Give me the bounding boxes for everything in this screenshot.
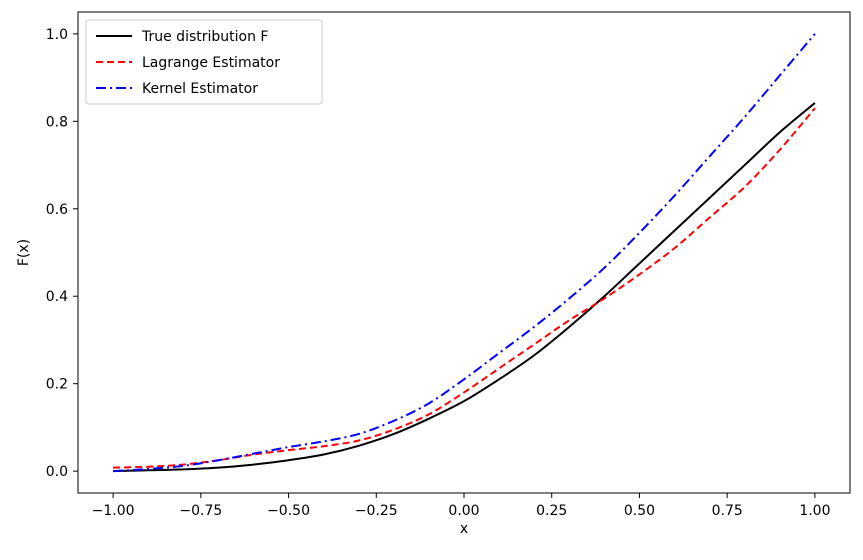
series-line-1 xyxy=(113,107,816,469)
y-tick-label: 0.0 xyxy=(46,464,68,480)
x-tick-label: 0.50 xyxy=(624,503,655,519)
x-tick-label: 0.25 xyxy=(536,503,567,519)
x-tick-label: −0.75 xyxy=(179,503,222,519)
y-tick-label: 0.2 xyxy=(46,377,68,393)
y-tick-label: 0.8 xyxy=(46,114,68,130)
y-tick-label: 1.0 xyxy=(46,27,68,43)
y-axis-label: F(x) xyxy=(16,239,32,266)
y-axis: 0.0 0.2 0.4 0.6 0.8 1.0 xyxy=(46,27,78,480)
x-tick-label: −0.50 xyxy=(267,503,310,519)
x-tick-label: −0.25 xyxy=(355,503,398,519)
y-tick-label: 0.6 xyxy=(46,202,68,218)
x-axis: −1.00 −0.75 −0.50 −0.25 0.00 0.25 0.50 0.75 1.00 xyxy=(92,493,830,519)
legend-entry: True distribution F xyxy=(141,29,268,45)
series-lines xyxy=(113,33,816,473)
legend: True distribution F Lagrange Estimator Ker… xyxy=(85,19,323,105)
x-tick-label: −1.00 xyxy=(92,503,135,519)
legend-entry: Lagrange Estimator xyxy=(142,55,280,71)
legend-entry: Kernel Estimator xyxy=(142,81,258,97)
series-line-2 xyxy=(113,33,816,473)
x-tick-label: 0.00 xyxy=(448,503,479,519)
legend-box xyxy=(85,19,323,105)
y-tick-label: 0.4 xyxy=(46,289,68,305)
x-tick-label: 0.75 xyxy=(712,503,743,519)
x-tick-label: 1.00 xyxy=(799,503,830,519)
x-axis-label: x xyxy=(460,521,468,537)
series-line-0 xyxy=(113,102,816,473)
